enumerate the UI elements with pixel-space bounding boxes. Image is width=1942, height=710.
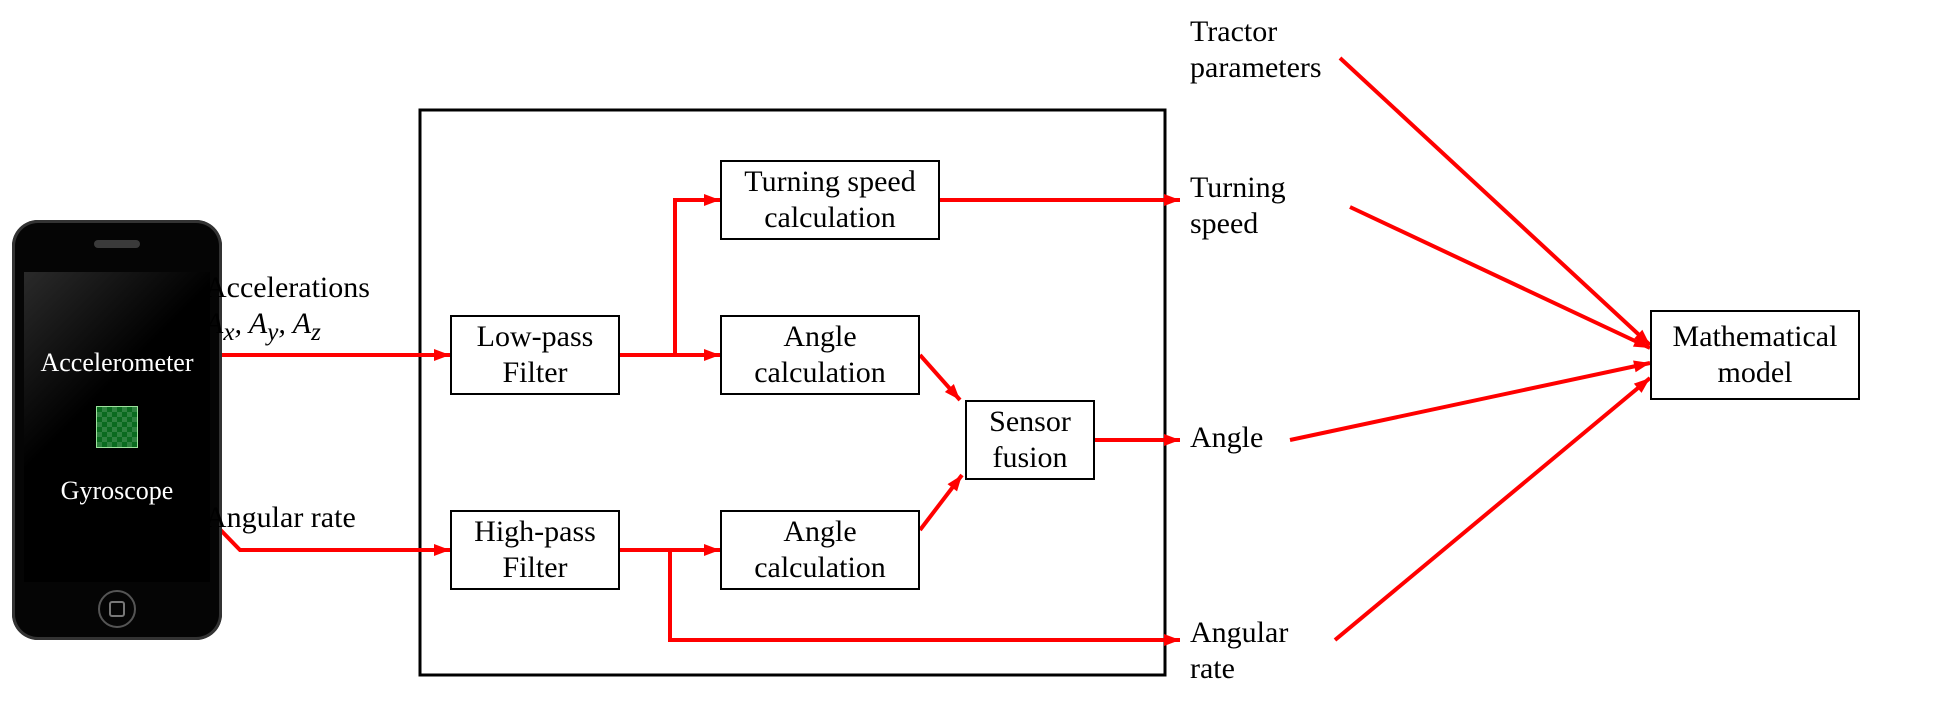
lowpass-filter-box: Low-passFilter	[450, 315, 620, 395]
arrow-turningcalc-to-output	[940, 194, 1180, 206]
angle-calc-upper-box-label: Anglecalculation	[754, 319, 886, 391]
angle-calc-lower-box-label: Anglecalculation	[754, 514, 886, 586]
mathematical-model-box: Mathematicalmodel	[1650, 310, 1860, 400]
tractor-parameters-label: Tractorparameters	[1190, 14, 1322, 86]
sensor-chip-icon	[96, 406, 138, 448]
arrow-tractor-to-model	[1340, 58, 1650, 345]
arrow-angle-to-model	[1290, 360, 1650, 440]
sensor-fusion-box-label: Sensorfusion	[989, 404, 1071, 476]
turning-speed-calc-box: Turning speedcalculation	[720, 160, 940, 240]
arrow-turning-to-model	[1350, 207, 1650, 348]
angle-calc-lower-box: Anglecalculation	[720, 510, 920, 590]
turning-speed-output-label: Turningspeed	[1190, 170, 1286, 242]
phone-screen: Accelerometer Gyroscope	[24, 272, 210, 582]
lowpass-filter-box-label: Low-passFilter	[477, 319, 594, 391]
sensor-fusion-box: Sensorfusion	[965, 400, 1095, 480]
angular-rate-output-label: Angularrate	[1190, 615, 1288, 687]
angle-calc-upper-box: Anglecalculation	[720, 315, 920, 395]
arrow-anglecalc1-to-fusion	[920, 355, 960, 400]
accelerations-label: Accelerations	[205, 270, 370, 306]
diagram-canvas: Accelerometer Gyroscope Low-passFilter Hi…	[0, 0, 1942, 710]
highpass-filter-box: High-passFilter	[450, 510, 620, 590]
highpass-filter-box-label: High-passFilter	[474, 514, 596, 586]
angle-output-label: Angle	[1190, 420, 1263, 456]
arrow-lowpass-to-anglecalc1	[620, 349, 720, 361]
mathematical-model-box-label: Mathematicalmodel	[1673, 319, 1838, 391]
angular-rate-input-label: Angular rate	[205, 500, 356, 536]
phone-home-button-icon	[98, 590, 136, 628]
turning-speed-calc-box-label: Turning speedcalculation	[744, 164, 915, 236]
accel-vars-label: Ax, Ay, Az	[205, 306, 321, 348]
phone-earpiece	[94, 240, 140, 248]
accelerometer-label: Accelerometer	[40, 348, 193, 378]
arrow-fusion-to-angle-output	[1095, 434, 1180, 446]
arrow-anglecalc2-to-fusion	[920, 475, 962, 530]
arrow-angularrate-to-model	[1335, 378, 1650, 640]
gyroscope-label: Gyroscope	[61, 476, 174, 506]
smartphone: Accelerometer Gyroscope	[12, 220, 222, 640]
arrow-lowpass-to-turningcalc	[675, 194, 720, 355]
